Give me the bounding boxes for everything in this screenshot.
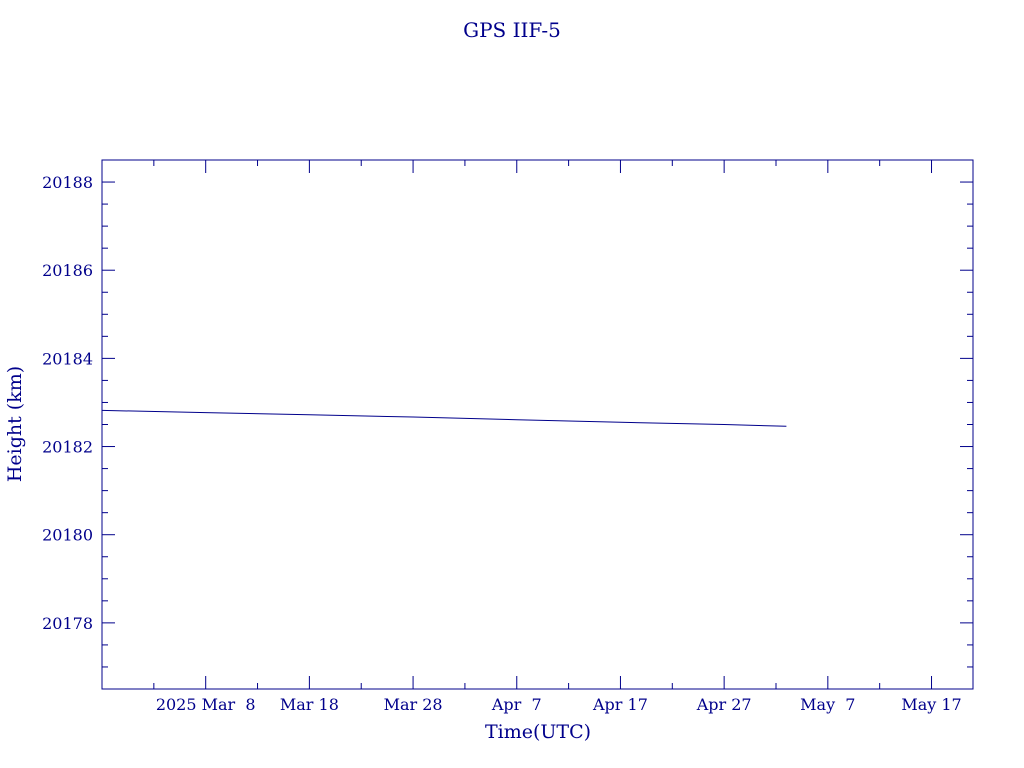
x-tick-label: Mar 18 [280,695,339,714]
y-tick-label: 20180 [42,526,93,545]
chart-title: GPS IIF-5 [463,18,561,42]
y-axis-ticks [102,159,973,690]
x-axis-ticks [101,160,933,689]
x-tick-label: Apr 17 [592,695,648,714]
series-lines [101,409,787,427]
x-axis-tick-labels: 2025 Mar 8 Mar 18 Mar 28 Apr 7 Apr 17 Apr 27 M… [156,695,962,714]
y-axis-tick-labels: 20178 20180 20182 20184 20186 20188 [42,173,93,633]
y-tick-label: 20178 [42,614,93,633]
plot-frame [101,159,974,690]
x-tick-label: Mar 28 [384,695,443,714]
x-axis-label: Time(UTC) [485,721,591,743]
series-line [101,409,787,427]
x-tick-label: Apr 27 [696,695,752,714]
x-tick-label: 2025 Mar 8 [156,695,256,714]
x-tick-label: Apr 7 [491,695,542,714]
y-tick-label: 20186 [42,261,93,280]
y-tick-label: 20188 [42,173,93,192]
x-tick-label: May 7 [800,695,855,714]
y-axis-label: Height (km) [4,366,26,482]
y-tick-label: 20184 [42,349,93,368]
y-tick-label: 20182 [42,438,93,457]
x-tick-label: May 17 [901,695,961,714]
